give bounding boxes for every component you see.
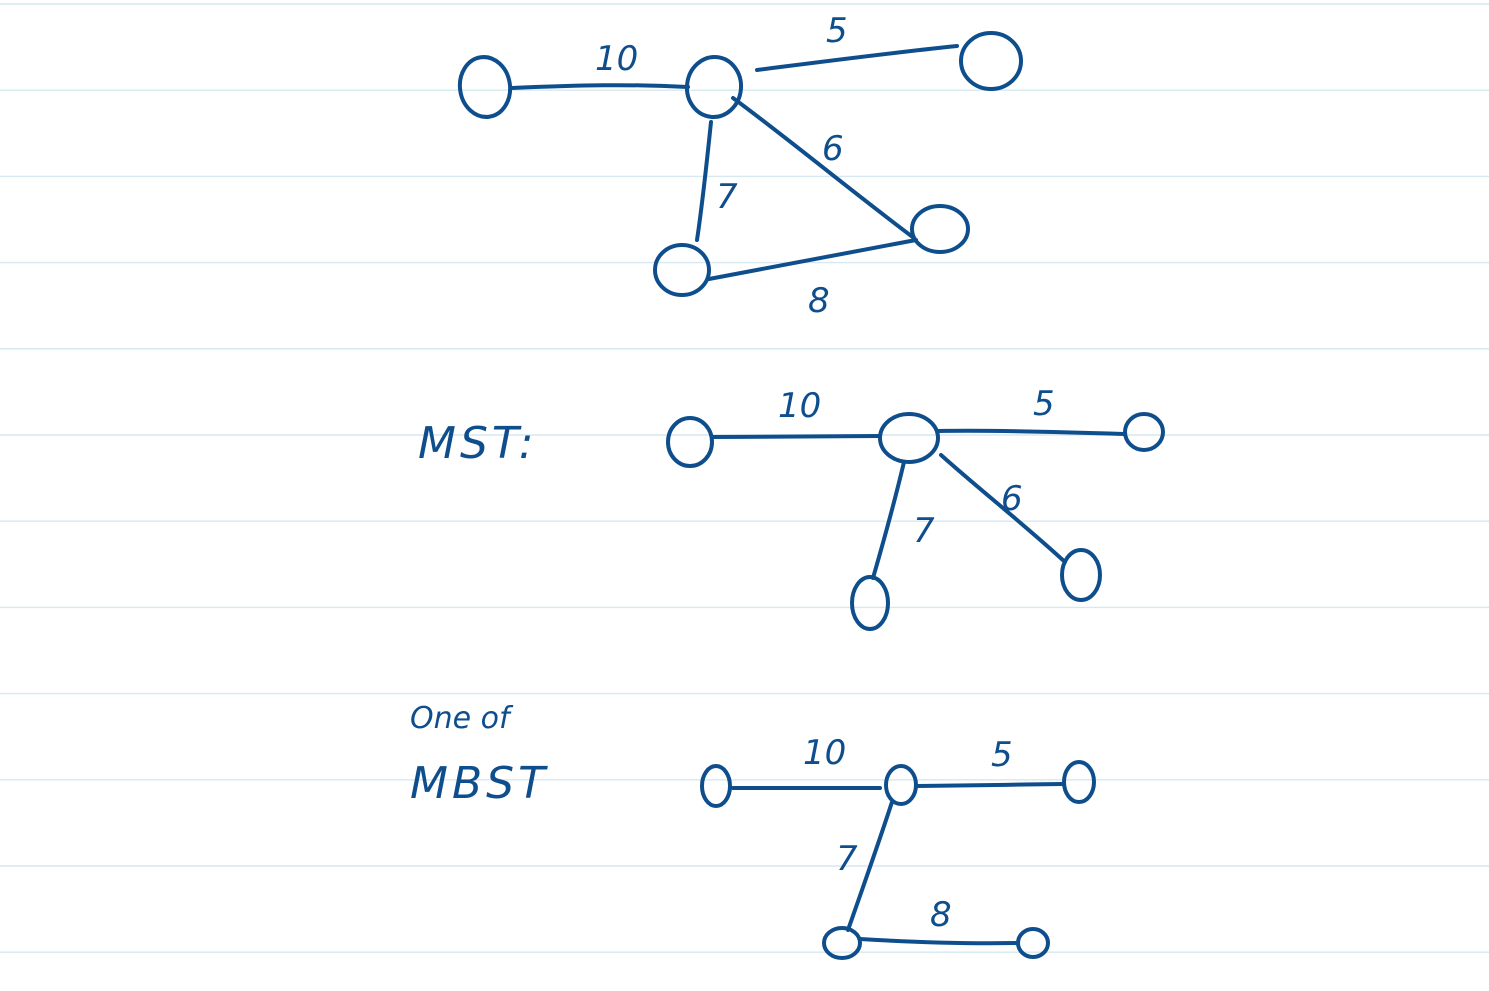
edge-g1-6: [731, 96, 916, 240]
node-g1-a: [457, 55, 513, 119]
node-g3-c: [1062, 760, 1096, 804]
edge-g2-6: [939, 453, 1067, 564]
edge-g3-8: [858, 937, 1018, 946]
section-label-mbst-line1: One of: [410, 701, 514, 736]
weight-label-g2-6: 6: [1001, 479, 1023, 519]
edge-g1-5: [755, 44, 959, 72]
weight-label-g2-5: 5: [1033, 384, 1055, 424]
node-g3-b: [884, 764, 918, 806]
weight-label-g3-7: 7: [836, 839, 858, 879]
edge-g2-7: [871, 460, 906, 580]
node-g1-c: [959, 31, 1023, 91]
edge-g3-5: [916, 782, 1064, 788]
section-label-mbst-line2: MBST: [410, 758, 549, 809]
graph-original: 10 5 6 7 8: [457, 11, 1023, 321]
edge-g1-7: [695, 120, 713, 242]
node-g2-d: [1060, 548, 1102, 602]
graph-mst: MST: 10 5 6 7: [418, 384, 1165, 631]
node-g3-a: [700, 764, 732, 808]
edge-g1-8: [707, 238, 918, 281]
node-g3-d: [822, 926, 862, 960]
node-g3-e: [1016, 927, 1050, 959]
weight-label-g1-7: 7: [716, 177, 738, 217]
node-g1-d: [910, 204, 970, 254]
edge-g2-5: [936, 428, 1126, 436]
graph-mbst: One of MBST 10 5 7 8: [410, 701, 1096, 960]
weight-label-g1-6: 6: [822, 129, 844, 169]
weight-label-g1-5: 5: [826, 11, 848, 51]
node-g1-b: [684, 55, 744, 119]
weight-label-g1-10: 10: [595, 39, 638, 79]
ruled-lines: [0, 3, 1489, 953]
weight-label-g1-8: 8: [808, 281, 830, 321]
edge-g2-10: [710, 434, 882, 439]
node-g1-e: [653, 243, 711, 297]
weight-label-g3-5: 5: [991, 735, 1013, 775]
weight-label-g3-8: 8: [930, 895, 952, 935]
node-g2-a: [666, 416, 714, 468]
node-g2-b: [878, 412, 940, 464]
edge-g1-10: [510, 83, 690, 90]
edge-g3-7: [846, 800, 894, 932]
weight-label-g3-10: 10: [803, 733, 846, 773]
node-g2-c: [1123, 412, 1165, 452]
weight-label-g2-7: 7: [913, 511, 935, 551]
weight-label-g2-10: 10: [778, 386, 821, 426]
node-g2-e: [850, 575, 890, 631]
section-label-mst: MST:: [418, 418, 538, 469]
